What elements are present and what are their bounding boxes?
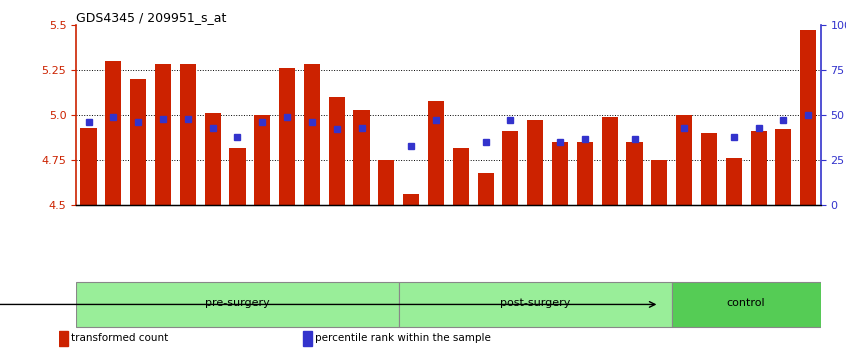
Text: GDS4345 / 209951_s_at: GDS4345 / 209951_s_at <box>76 11 227 24</box>
Text: pre-surgery: pre-surgery <box>205 298 270 308</box>
Bar <box>59 331 69 346</box>
Bar <box>179 64 196 205</box>
Text: percentile rank within the sample: percentile rank within the sample <box>315 333 491 343</box>
Bar <box>398 282 672 327</box>
Text: post-surgery: post-surgery <box>500 298 570 308</box>
Bar <box>676 115 692 205</box>
Bar <box>672 282 821 327</box>
Text: control: control <box>727 298 766 308</box>
Bar <box>577 142 593 205</box>
Bar <box>503 131 519 205</box>
Bar <box>800 30 816 205</box>
Bar <box>130 79 146 205</box>
Bar <box>76 282 398 327</box>
Bar <box>254 115 271 205</box>
Bar <box>453 148 469 205</box>
Text: transformed count: transformed count <box>71 333 168 343</box>
Bar <box>229 148 245 205</box>
Bar <box>477 173 494 205</box>
Bar <box>726 158 742 205</box>
Bar <box>105 61 122 205</box>
Bar <box>155 64 171 205</box>
Bar <box>428 101 444 205</box>
Bar <box>304 64 320 205</box>
Bar <box>303 331 312 346</box>
Bar <box>775 130 792 205</box>
Bar <box>354 110 370 205</box>
Bar <box>651 160 667 205</box>
Bar <box>750 131 766 205</box>
Bar <box>626 142 643 205</box>
Bar <box>328 97 345 205</box>
Bar <box>378 160 394 205</box>
Bar <box>602 117 618 205</box>
Bar <box>403 194 420 205</box>
Bar <box>527 120 543 205</box>
Bar <box>700 133 717 205</box>
Bar <box>80 128 96 205</box>
Bar <box>552 142 569 205</box>
Bar <box>279 68 295 205</box>
Bar <box>205 113 221 205</box>
